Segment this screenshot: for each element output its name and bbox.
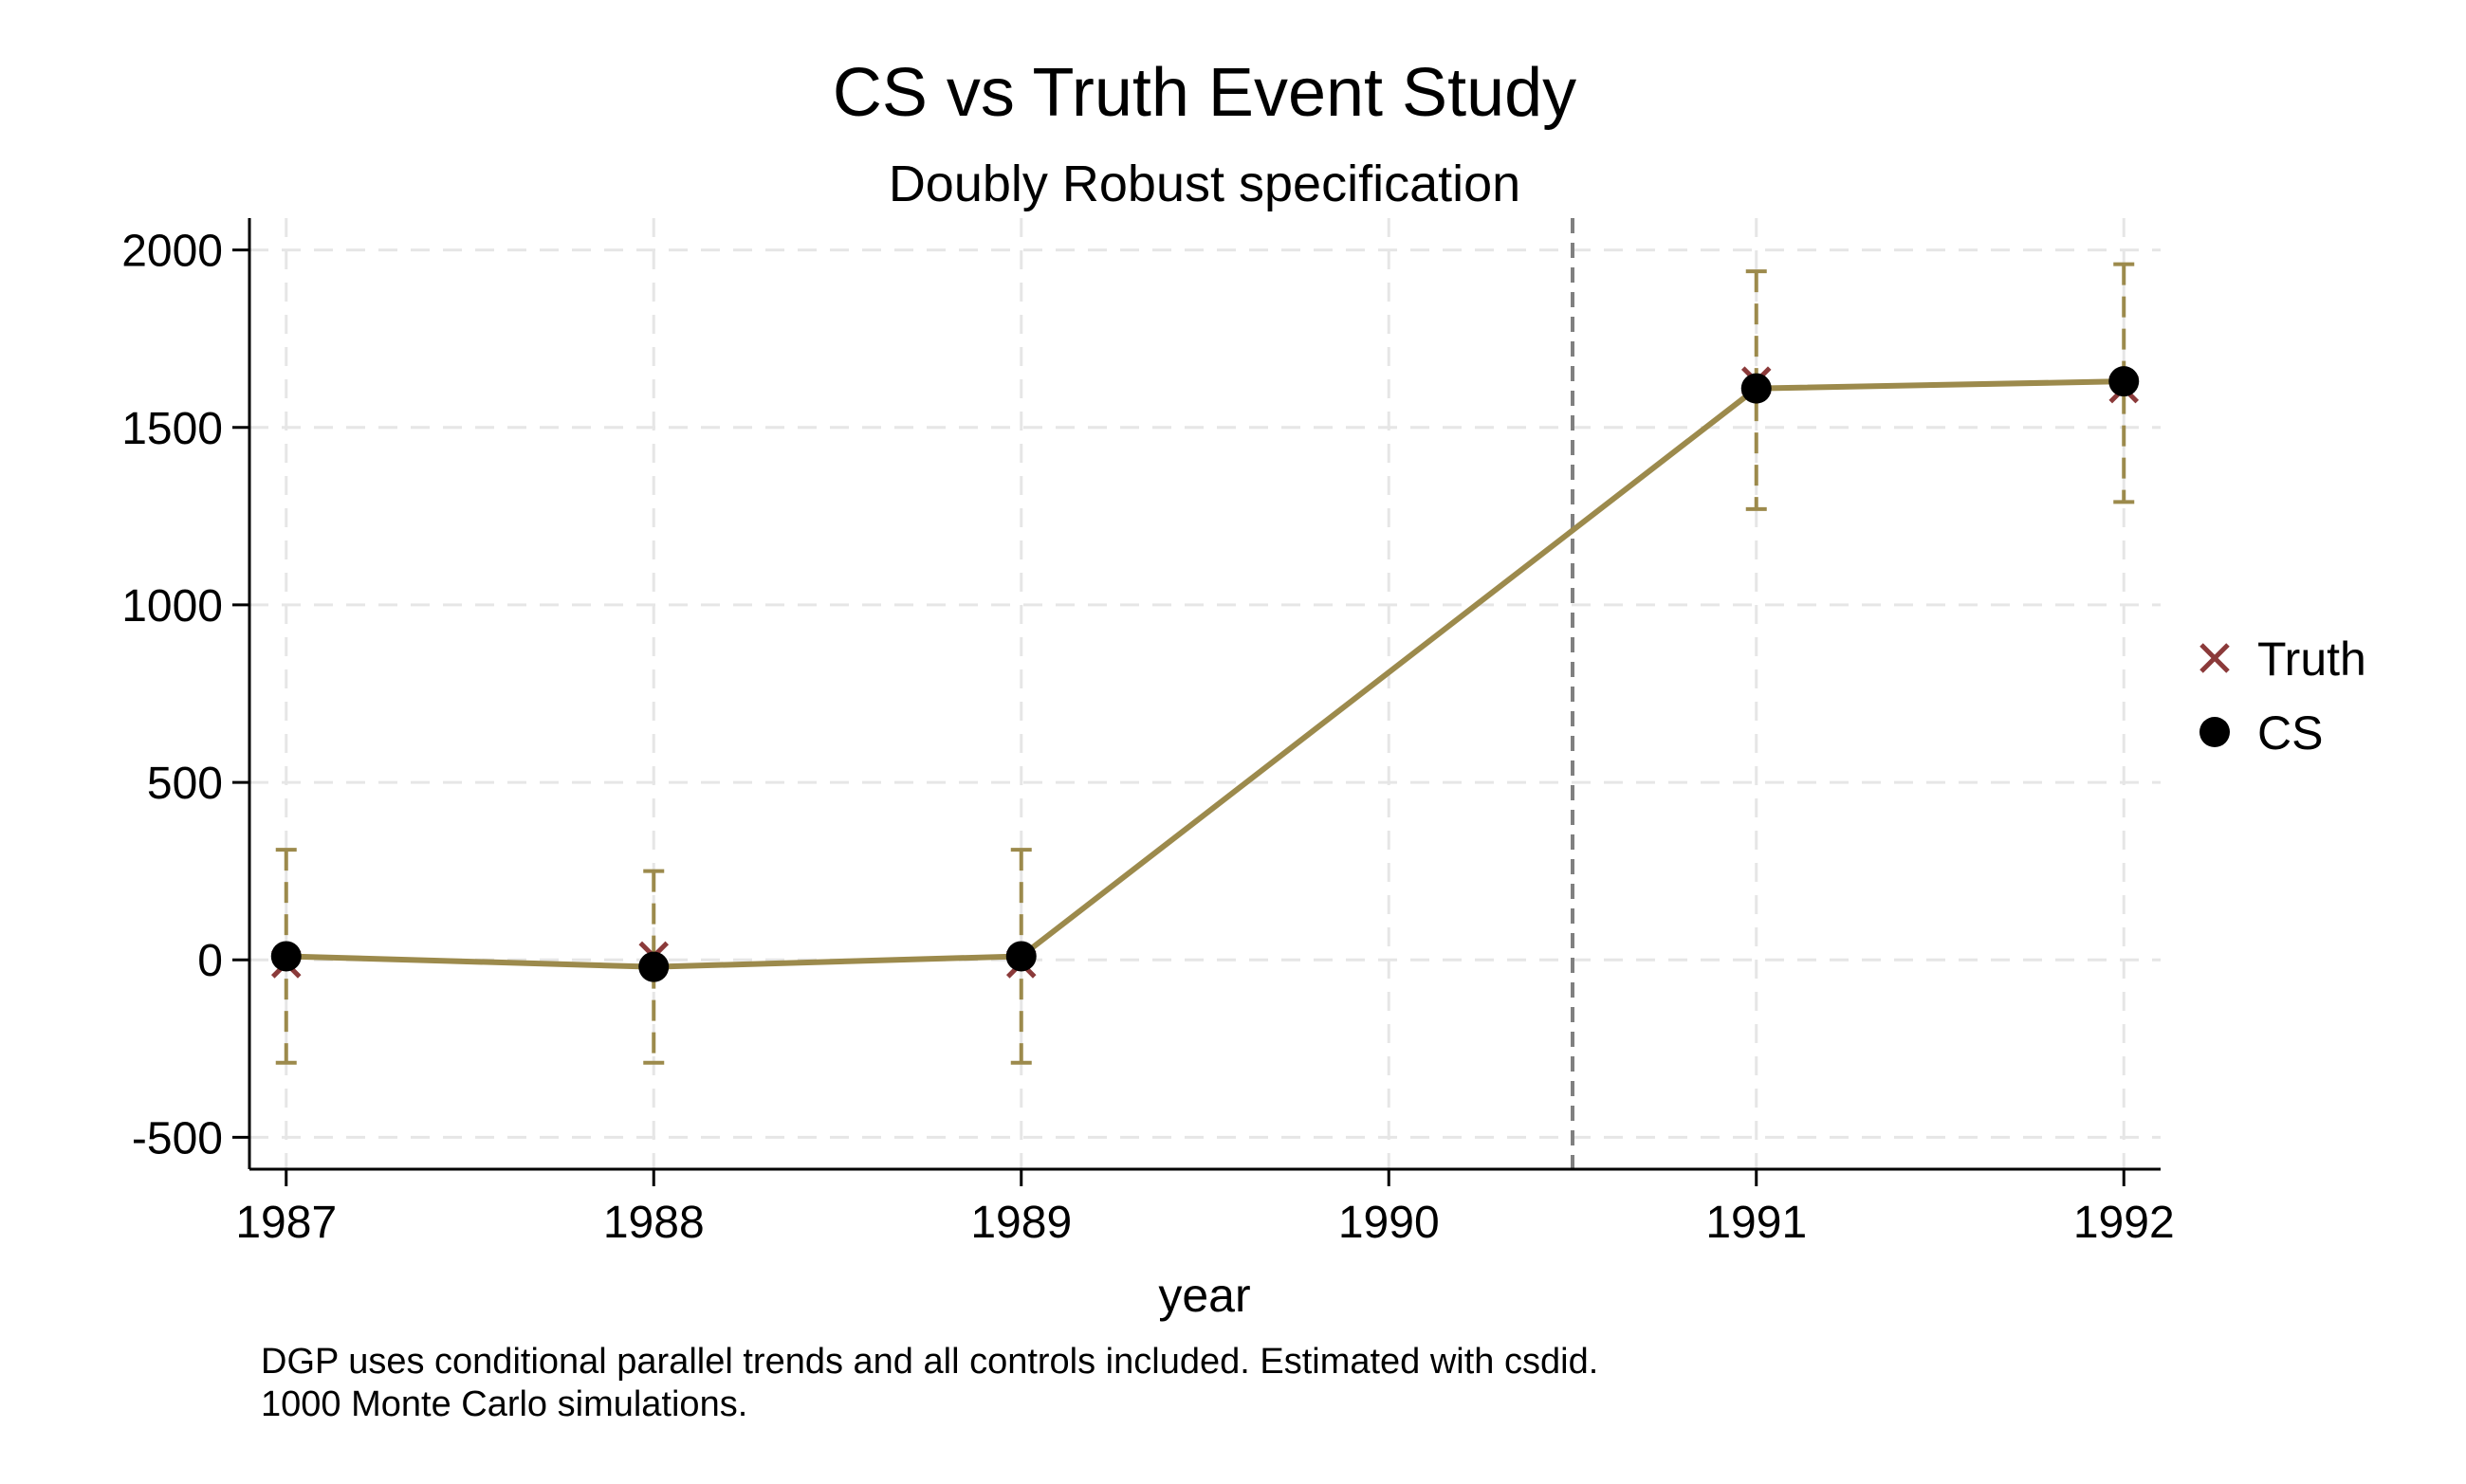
x-tick-label: 1992 — [2073, 1198, 2175, 1248]
legend-label-cs: CS — [2257, 706, 2323, 760]
x-tick-label: 1987 — [235, 1198, 337, 1248]
chart-title: CS vs Truth Event Study — [833, 55, 1576, 131]
data-markers — [270, 366, 2140, 982]
cs-point — [638, 951, 670, 982]
y-tick-label: 1500 — [121, 404, 223, 454]
x-tick-label: 1991 — [1705, 1198, 1807, 1248]
series-line-cs — [285, 378, 2125, 970]
axes: -500 0 500 1000 1500 2000 1987 1988 1989 1990 1991… — [121, 218, 2175, 1248]
grid-lines — [249, 218, 2161, 1169]
x-tick-label: 1990 — [1338, 1198, 1440, 1248]
legend-circle-marker — [2199, 717, 2230, 747]
y-tick-label: 0 — [197, 936, 223, 986]
cs-point — [2108, 366, 2140, 397]
series-lines — [285, 378, 2125, 970]
y-tick-label: 1000 — [121, 581, 223, 632]
legend-marker-cs — [2199, 717, 2230, 747]
legend-label-truth: Truth — [2257, 632, 2366, 686]
cs-point — [270, 941, 302, 972]
legend-x-marker — [2199, 643, 2230, 673]
y-tick-label: -500 — [132, 1113, 223, 1163]
legend-item-truth: Truth — [2199, 632, 2366, 686]
legend: Truth CS — [2199, 632, 2366, 760]
note-line-1: DGP uses conditional parallel trends and… — [261, 1342, 1598, 1382]
cs-point — [1005, 941, 1037, 972]
legend-marker-truth — [2199, 643, 2230, 673]
y-tick-label: 500 — [147, 759, 223, 809]
cs-point — [1740, 373, 1772, 404]
x-axis-title: year — [1158, 1269, 1250, 1322]
y-tick-label: 2000 — [121, 227, 223, 277]
x-tick-label: 1989 — [970, 1198, 1072, 1248]
x-tick-label: 1988 — [603, 1198, 705, 1248]
legend-item-cs: CS — [2199, 706, 2323, 760]
note-line-2: 1000 Monte Carlo simulations. — [261, 1384, 747, 1424]
chart-note: DGP uses conditional parallel trends and… — [261, 1342, 1598, 1424]
chart-subtitle: Doubly Robust specification — [889, 156, 1520, 212]
